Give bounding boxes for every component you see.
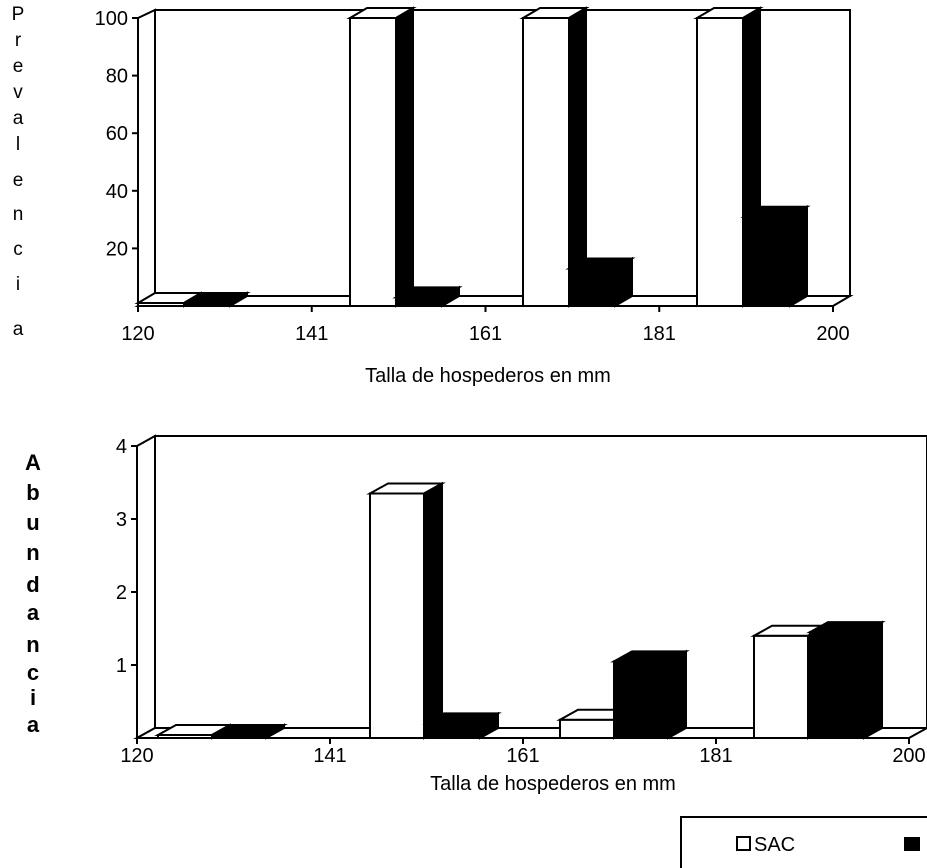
- abundance-bar-series-2: [806, 620, 886, 740]
- prevalence-y-label-letter: a: [13, 108, 24, 129]
- prevalence-y-tick-label: 40: [106, 181, 128, 203]
- abundance-y-tick-label: 1: [116, 655, 127, 677]
- abundance-y-label-letter: n: [26, 540, 39, 565]
- prevalence-y-label-letter: i: [16, 274, 20, 295]
- prevalence-y-tick-label: 80: [106, 66, 128, 88]
- abundance-x-tick-label: 200: [892, 745, 925, 767]
- prevalence-y-label-letter: c: [13, 239, 23, 260]
- prevalence-bar-sac: [519, 6, 590, 308]
- legend-box: [680, 816, 927, 868]
- abundance-y-label-letter: n: [26, 632, 39, 657]
- abundance-y-label-letter: c: [27, 660, 39, 685]
- prevalence-x-tick-label: 141: [295, 323, 328, 345]
- abundance-x-tick-label: 120: [120, 745, 153, 767]
- prevalence-x-tick-label: 120: [121, 323, 154, 345]
- prevalence-y-tick-label: 60: [106, 123, 128, 145]
- legend-swatch-sac: [736, 836, 751, 851]
- prevalence-y-label-letter: l: [16, 134, 20, 155]
- abundance-y-label-letter: b: [26, 480, 39, 505]
- abundance-y-tick-label: 3: [116, 509, 127, 531]
- prevalence-y-label-letter: r: [15, 30, 22, 51]
- abundance-bar-series-2: [610, 649, 690, 740]
- abundance-y-label-letter: A: [25, 450, 41, 475]
- abundance-y-label-letter: u: [26, 510, 39, 535]
- abundance-x-axis-label: Talla de hospederos en mm: [430, 773, 676, 795]
- prevalence-bar-series-2: [180, 291, 251, 308]
- legend: SAC: [680, 816, 927, 868]
- prevalence-x-tick-label: 181: [643, 323, 676, 345]
- prevalence-x-tick-label: 161: [469, 323, 502, 345]
- abundance-bar-sac: [366, 481, 446, 740]
- prevalence-y-tick-label: 100: [95, 8, 128, 30]
- abundance-x-tick-label: 181: [699, 745, 732, 767]
- prevalence-y-label-letter: v: [13, 82, 23, 103]
- abundance-y-label-letter: i: [30, 685, 36, 710]
- prevalence-x-axis-label: Talla de hospederos en mm: [365, 365, 611, 387]
- prevalence-y-label-letter: n: [13, 204, 24, 225]
- prevalence-y-label-letter: P: [12, 4, 25, 25]
- abundance-y-label-letter: a: [27, 600, 40, 625]
- prevalence-y-label-letter: e: [13, 170, 24, 191]
- prevalence-bar-series-2: [565, 256, 636, 308]
- legend-swatch-series-2: [904, 837, 920, 851]
- prevalence-left-wall: [137, 8, 156, 308]
- prevalence-bar-series-2: [740, 204, 811, 308]
- abundance-y-tick-label: 2: [116, 582, 127, 604]
- abundance-y-tick-label: 4: [116, 436, 127, 458]
- prevalence-bar-series-2: [392, 285, 463, 308]
- prevalence-x-tick-label: 200: [816, 323, 849, 345]
- legend-label-sac: SAC: [754, 834, 795, 856]
- prevalence-y-label-letter: e: [13, 56, 24, 77]
- prevalence-y-tick-label: 20: [106, 238, 128, 260]
- abundance-bar-series-2: [422, 711, 502, 740]
- prevalence-bar-sac: [346, 6, 417, 308]
- abundance-y-label-letter: a: [27, 712, 40, 737]
- abundance-chart: 1 2 3 4 120 141 161 181 200 Talla de hospederos…: [25, 434, 927, 795]
- abundance-x-tick-label: 141: [313, 745, 346, 767]
- abundance-y-label-letter: d: [26, 572, 39, 597]
- abundance-left-wall: [136, 434, 156, 740]
- prevalence-y-label-letter: a: [13, 319, 24, 340]
- abundance-x-tick-label: 161: [506, 745, 539, 767]
- abundance-bar-series-2: [208, 723, 288, 740]
- prevalence-chart: 20 40 60 80 100 120 141 161 181 200 Talla de hos…: [12, 4, 854, 387]
